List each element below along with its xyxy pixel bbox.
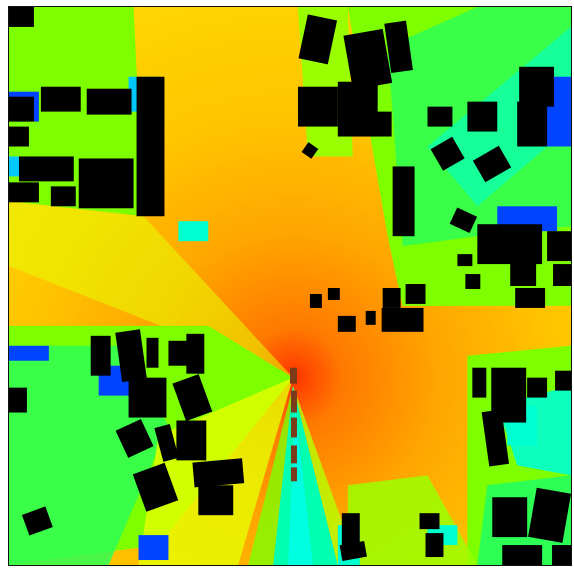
building [90,335,111,376]
low-signal-patch [178,221,209,242]
building [449,207,478,233]
building [9,387,27,413]
building [146,337,159,368]
building [384,20,413,74]
building [365,310,376,325]
building [128,377,167,418]
building [298,14,338,65]
building [527,377,548,398]
shadow-region-w-inner [9,345,169,565]
transmitter-array-segment [290,417,297,438]
building [425,533,444,558]
building [472,145,512,183]
building [467,101,498,132]
building [552,545,571,565]
building [465,274,481,289]
building [154,424,179,462]
shadow-region-s-cone [273,385,338,565]
building [192,458,245,488]
building [457,254,473,267]
building [301,142,319,159]
building [297,86,338,127]
building [186,333,205,374]
building [430,136,465,171]
building [309,293,322,308]
building [18,156,74,182]
transmitter-array-segment [290,467,297,482]
building [78,158,134,209]
building [115,419,154,458]
transmitter-array-segment [290,445,297,464]
building [136,76,165,217]
building [343,28,393,90]
building [50,186,76,207]
building [517,101,548,147]
building [21,506,53,536]
building [519,66,555,107]
building [337,315,356,332]
building [9,7,34,27]
building [405,284,426,304]
building [502,545,543,565]
building [9,182,39,203]
building [339,540,367,561]
building [419,513,440,530]
building [381,307,424,332]
building [510,261,537,286]
building [176,420,207,461]
building [132,462,179,512]
building [9,126,29,147]
building [553,264,571,286]
building [9,96,34,122]
low-signal-patch [9,345,49,361]
building [115,329,147,383]
building [555,370,571,391]
building [382,287,401,308]
coverage-heatmap[interactable] [9,7,571,565]
building [172,374,213,422]
building [369,111,392,137]
building [528,487,571,543]
buildings [9,7,571,565]
building [198,485,234,516]
transmitter-array-segment [290,390,297,413]
building [492,497,528,538]
building [472,367,487,398]
building [392,166,415,237]
building [40,86,81,112]
building [477,224,543,265]
building [327,287,340,300]
building [168,340,189,366]
building [481,409,510,467]
shadow-region-nw-fade [9,201,293,378]
building [515,287,546,308]
coverage-map[interactable] [8,6,572,566]
transmitter[interactable] [290,367,297,482]
building [547,231,571,262]
building [427,106,453,127]
building [86,88,132,115]
low-signal-patch [138,535,169,561]
transmitter-mast [290,367,297,384]
